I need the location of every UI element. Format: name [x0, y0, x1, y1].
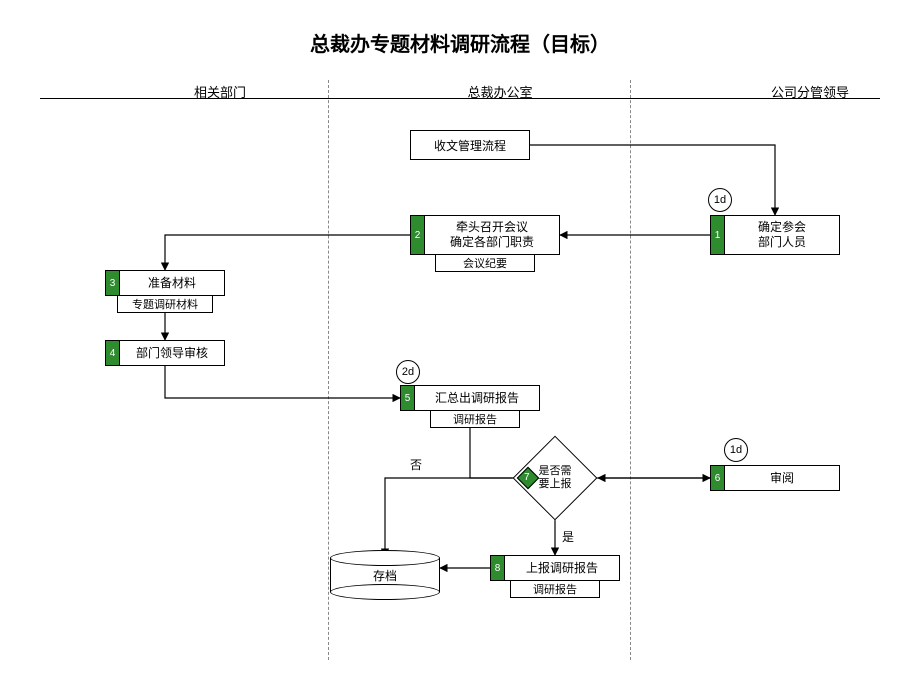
node-step-5: 5 汇总出调研报告	[400, 385, 540, 411]
node-step-1-label: 确定参会部门人员	[725, 218, 839, 252]
time-badge-6-label: 1d	[730, 444, 742, 456]
node-step-3-num: 3	[106, 271, 120, 295]
node-archive: 存档	[330, 550, 440, 600]
node-step-4-label: 部门领导审核	[120, 344, 224, 363]
node-start-box: 收文管理流程	[410, 130, 530, 160]
node-step-6: 6 审阅	[710, 465, 840, 491]
node-step-8: 8 上报调研报告	[490, 555, 620, 581]
doc-meeting-notes-label: 会议纪要	[463, 255, 507, 271]
time-badge-1-label: 1d	[714, 194, 726, 206]
node-step-4: 4 部门领导审核	[105, 340, 225, 366]
node-step-2-num: 2	[411, 216, 425, 254]
node-step-2-label: 牵头召开会议确定各部门职责	[425, 218, 559, 252]
time-badge-5-label: 2d	[402, 366, 414, 378]
node-step-5-label: 汇总出调研报告	[415, 389, 539, 408]
node-step-2: 2 牵头召开会议确定各部门职责	[410, 215, 560, 255]
time-badge-1: 1d	[708, 188, 732, 212]
node-step-5-num: 5	[401, 386, 415, 410]
node-step-8-label: 上报调研报告	[505, 559, 619, 578]
edge-label-yes: 是	[562, 528, 574, 545]
doc-research-report-1: 调研报告	[430, 410, 520, 428]
node-step-1: 1 确定参会部门人员	[710, 215, 840, 255]
lane-header-rule	[40, 98, 880, 99]
node-step-6-num: 6	[711, 466, 725, 490]
doc-research-report-2-label: 调研报告	[533, 581, 577, 597]
doc-research-report-2: 调研报告	[510, 580, 600, 598]
node-archive-label: 存档	[330, 550, 440, 600]
node-decision-7: 7 是否需要上报	[525, 448, 585, 508]
page-title: 总裁办专题材料调研流程（目标）	[0, 28, 920, 57]
edge-label-no: 否	[410, 456, 422, 473]
node-step-4-num: 4	[106, 341, 120, 365]
node-step-6-label: 审阅	[725, 469, 839, 488]
doc-meeting-notes: 会议纪要	[435, 254, 535, 272]
doc-research-report-1-label: 调研报告	[453, 411, 497, 427]
node-start-label: 收文管理流程	[434, 137, 506, 154]
lane-divider-1	[328, 80, 329, 660]
node-step-1-num: 1	[711, 216, 725, 254]
node-step-8-num: 8	[491, 556, 505, 580]
node-decision-7-num: 7	[524, 472, 530, 483]
node-decision-7-label: 是否需要上报	[525, 448, 585, 508]
time-badge-5: 2d	[396, 360, 420, 384]
doc-research-material-label: 专题调研材料	[132, 296, 198, 312]
node-step-3: 3 准备材料	[105, 270, 225, 296]
time-badge-6: 1d	[724, 438, 748, 462]
node-step-3-label: 准备材料	[120, 274, 224, 293]
lane-divider-2	[630, 80, 631, 660]
doc-research-material: 专题调研材料	[117, 295, 213, 313]
